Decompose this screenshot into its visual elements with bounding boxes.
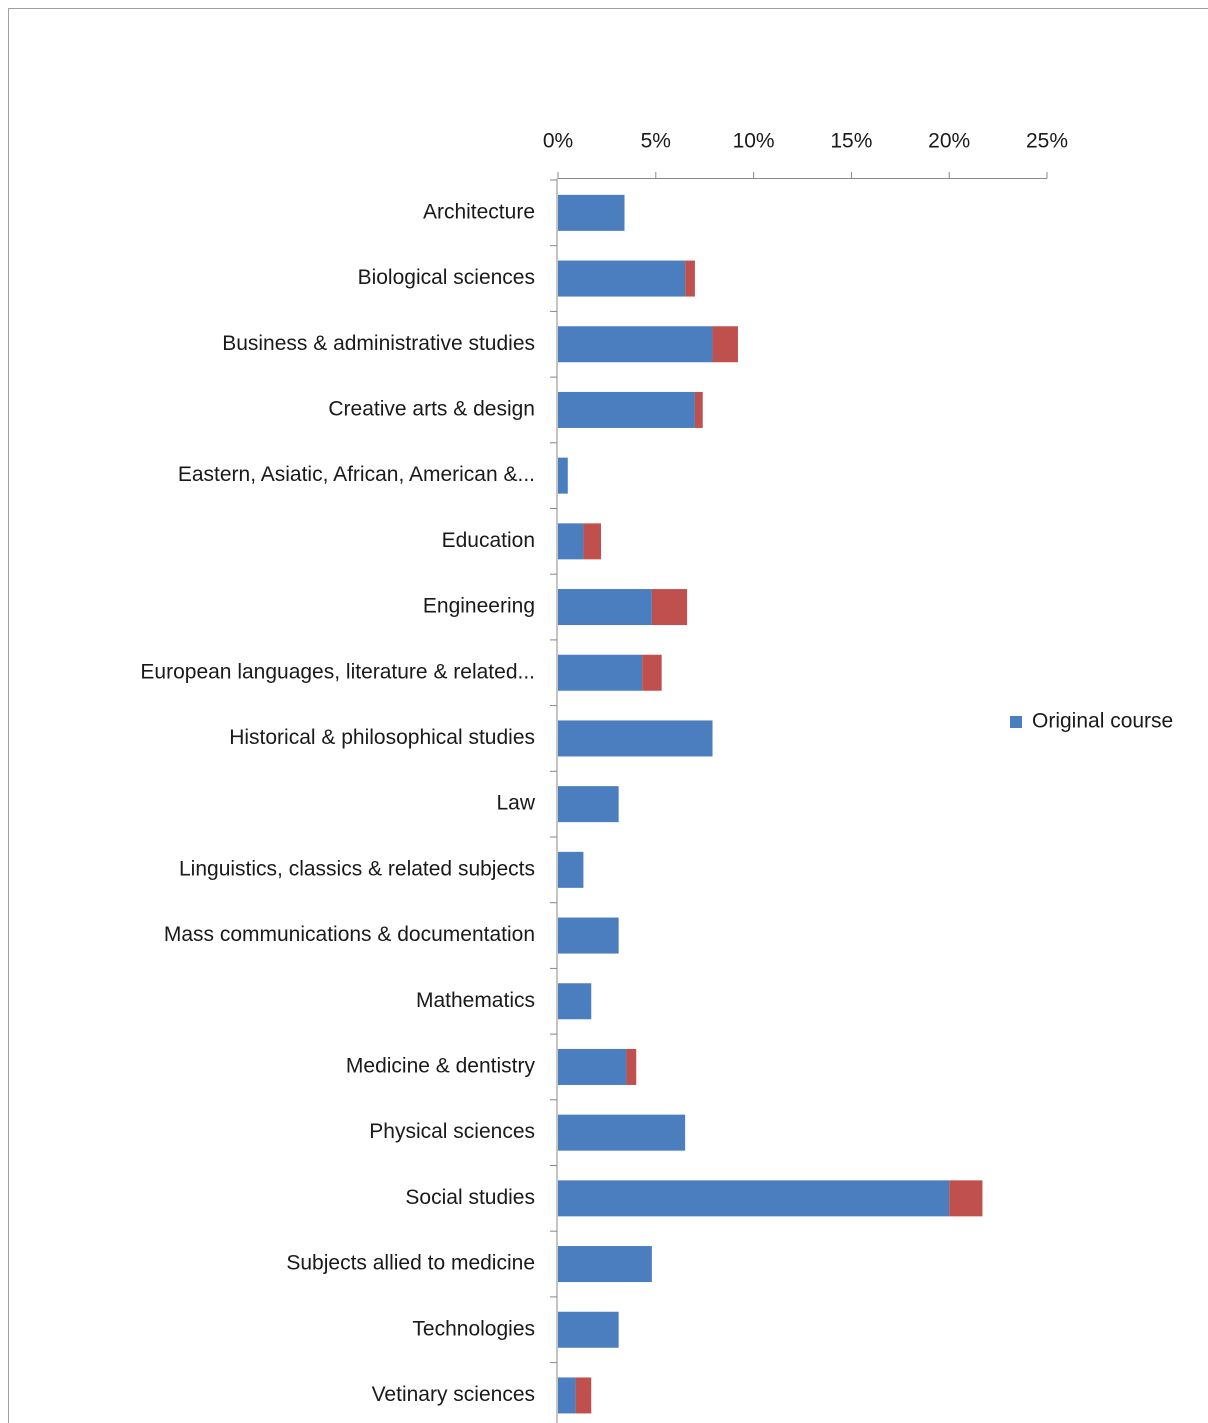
y-tick-label: Physical sciences	[369, 1120, 535, 1143]
y-tick-label: Vetinary sciences	[372, 1383, 535, 1406]
bar-segment	[558, 194, 625, 231]
y-tick-label: Education	[442, 529, 535, 552]
bar-segment	[626, 1048, 637, 1085]
bar-segment	[651, 589, 688, 626]
bar-segment	[558, 1114, 686, 1151]
chart-border	[8, 8, 1208, 1423]
y-tick-label: Mathematics	[416, 989, 535, 1012]
y-tick-label: Social studies	[405, 1186, 535, 1209]
x-tick-label: 0%	[543, 130, 573, 153]
bar-segment	[558, 1180, 950, 1217]
bar-segment	[558, 1311, 619, 1348]
y-tick-label: Mass communications & documentation	[164, 923, 535, 946]
legend-label: Original course	[1032, 710, 1173, 733]
bar-segment	[558, 326, 713, 363]
y-tick-label: Medicine & dentistry	[346, 1054, 536, 1077]
bar-segment	[558, 1246, 652, 1283]
y-tick-label: Biological sciences	[358, 266, 535, 289]
bar-segment	[558, 983, 592, 1020]
y-tick-label: Law	[496, 792, 535, 815]
x-tick-label: 10%	[733, 130, 775, 153]
x-tick-label: 25%	[1026, 130, 1068, 153]
y-tick-label: Eastern, Asiatic, African, American &...	[178, 463, 535, 486]
bar-segment	[583, 523, 602, 560]
bar-segment	[642, 654, 662, 691]
bar-segment	[558, 1048, 627, 1085]
bar-segment	[949, 1180, 983, 1217]
bar-segment	[685, 260, 695, 297]
bar-segment	[558, 589, 652, 626]
y-tick-label: Subjects allied to medicine	[286, 1252, 535, 1275]
bar-segment	[558, 457, 568, 494]
x-tick-label: 5%	[641, 130, 671, 153]
bar-segment	[558, 391, 695, 428]
bar-segment	[558, 523, 584, 560]
bar-segment	[694, 391, 703, 428]
bar-segment	[558, 260, 686, 297]
bar-segment	[712, 326, 738, 363]
y-tick-label: Linguistics, classics & related subjects	[179, 857, 535, 880]
y-tick-label: Architecture	[423, 200, 535, 223]
y-tick-label: Technologies	[412, 1317, 535, 1340]
x-tick-label: 20%	[928, 130, 970, 153]
y-tick-label: Engineering	[423, 595, 535, 618]
legend-swatch	[1010, 716, 1022, 728]
y-tick-label: Creative arts & design	[328, 397, 535, 420]
bar-segment	[558, 917, 619, 954]
bar-segment	[575, 1377, 592, 1414]
y-tick-label: Historical & philosophical studies	[229, 726, 535, 749]
bar-segment	[558, 654, 643, 691]
bar-segment	[558, 851, 584, 888]
bar-segment	[558, 786, 619, 823]
bar-segment	[558, 1377, 576, 1414]
y-tick-label: European languages, literature & related…	[140, 660, 535, 683]
x-tick-label: 15%	[830, 130, 872, 153]
bar-segment	[558, 720, 713, 757]
y-tick-label: Business & administrative studies	[222, 332, 535, 355]
